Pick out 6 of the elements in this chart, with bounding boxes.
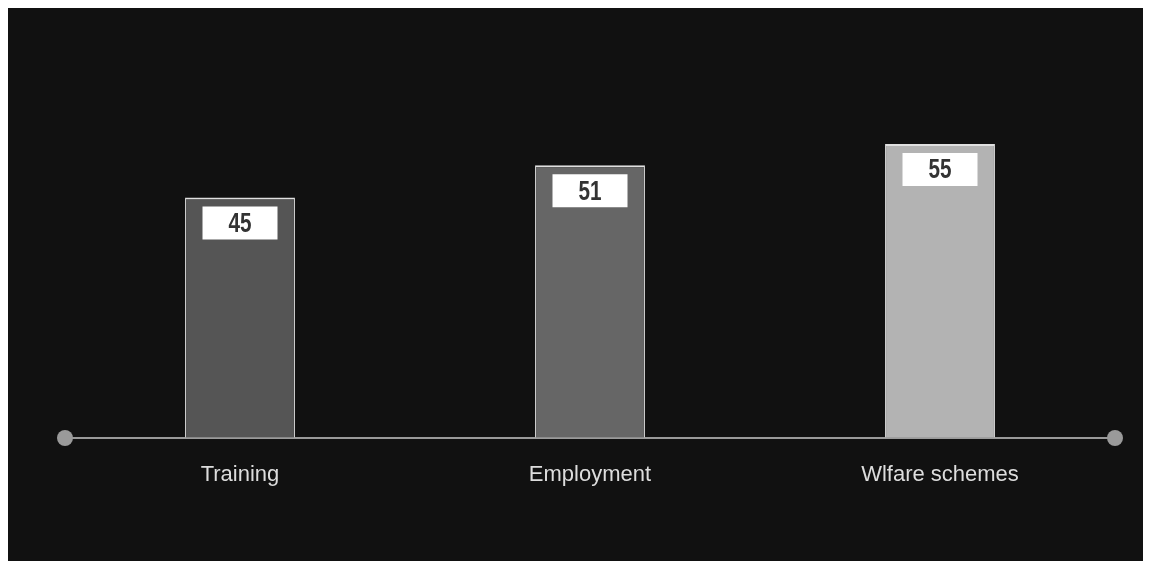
- data-label: 55: [928, 153, 952, 184]
- x-tick-label: Employment: [528, 460, 652, 486]
- x-tick-label: Training: [200, 460, 280, 486]
- x-tick-label: Wlfare schemes: [861, 460, 1019, 486]
- data-label: 45: [228, 206, 252, 238]
- data-label: 51: [578, 174, 602, 206]
